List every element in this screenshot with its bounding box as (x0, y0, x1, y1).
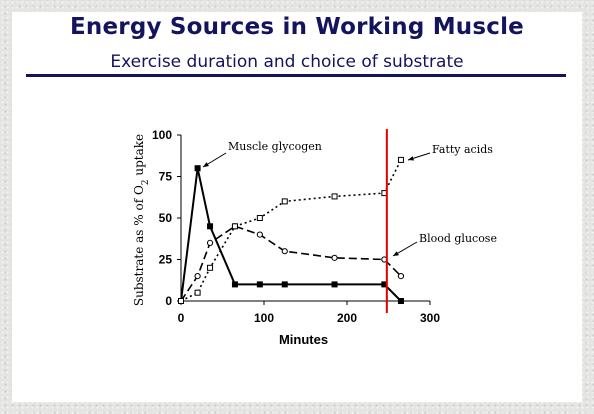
series-label-1: Blood glucose (419, 232, 497, 245)
data-point-1-6 (331, 254, 338, 261)
data-point-1-5 (281, 248, 288, 255)
data-point-2-1 (194, 289, 201, 296)
data-point-2-5 (281, 198, 288, 205)
y-tick-label: 50 (159, 211, 173, 225)
data-point-0-3 (231, 281, 238, 288)
data-point-1-1 (194, 273, 201, 280)
series-label-arrowhead-2 (408, 156, 414, 161)
y-tick-label: 0 (165, 294, 172, 308)
data-point-2-4 (256, 215, 263, 221)
data-point-0-1 (194, 165, 201, 172)
data-point-1-4 (256, 231, 263, 238)
data-point-2-0 (178, 298, 184, 304)
data-point-1-2 (206, 239, 214, 246)
series-label-0: Muscle glycogen (228, 140, 322, 153)
slide-subtitle: Exercise duration and choice of substrat… (110, 52, 464, 72)
data-point-0-8 (397, 298, 404, 304)
slide-title: Energy Sources in Working Muscle (70, 14, 524, 40)
data-point-0-2 (207, 223, 214, 230)
y-axis-label: Substrate as % of O2 uptake (132, 134, 151, 306)
series-label-2: Fatty acids (432, 143, 493, 156)
x-tick-label: 200 (337, 311, 357, 325)
y-tick-label: 75 (159, 170, 173, 184)
data-point-2-6 (331, 193, 338, 200)
x-tick-label: 0 (178, 311, 185, 325)
data-point-0-5 (281, 281, 288, 288)
series-label-arrowhead-0 (203, 162, 209, 167)
data-point-0-6 (331, 281, 338, 288)
data-point-2-2 (207, 264, 214, 271)
series-line-0 (180, 167, 402, 302)
series-line-2 (180, 159, 402, 302)
slide-background (12, 12, 582, 402)
data-point-2-3 (231, 223, 238, 230)
y-tick-label: 100 (152, 128, 172, 142)
data-point-2-8 (397, 156, 404, 163)
data-point-0-4 (256, 281, 263, 288)
x-axis-label: Minutes (279, 332, 328, 347)
data-point-0-7 (381, 281, 388, 288)
x-tick-label: 300 (420, 311, 440, 325)
series-label-arrowhead-1 (393, 251, 399, 256)
x-tick-label: 100 (254, 311, 274, 325)
y-tick-label: 25 (159, 253, 173, 267)
title-divider (26, 74, 566, 77)
data-point-1-8 (397, 273, 405, 280)
